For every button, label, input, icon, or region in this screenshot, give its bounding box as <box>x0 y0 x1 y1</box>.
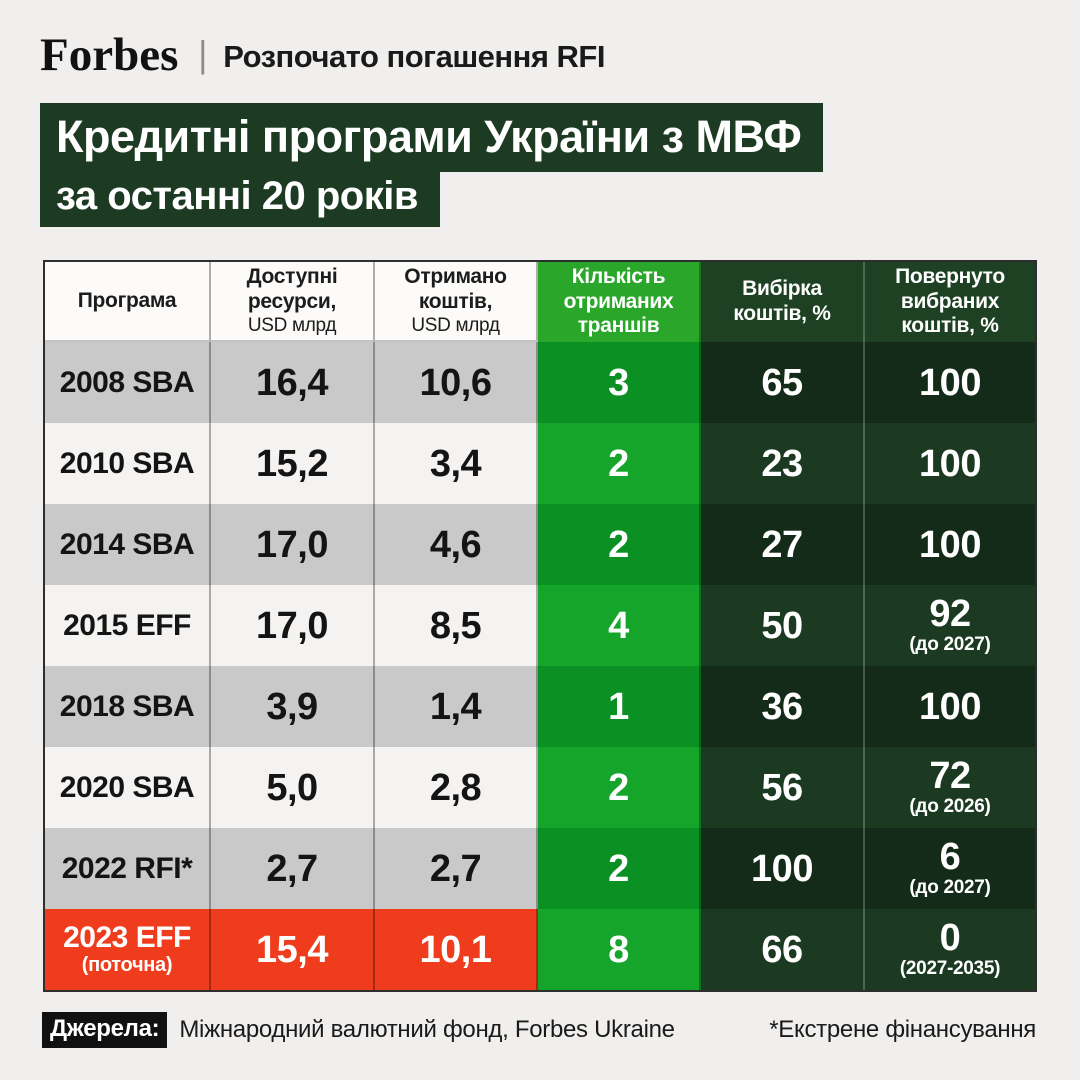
cell-program: 2018 SBA <box>45 666 211 747</box>
footnote: *Екстрене фінансування <box>769 1016 1036 1043</box>
cell-received: 10,6 <box>375 342 538 423</box>
sources-text: Міжнародний валютний фонд, Forbes Ukrain… <box>179 1016 675 1043</box>
masthead-divider: | <box>198 33 208 76</box>
cell-program: 2022 RFI* <box>45 828 211 909</box>
cell-repaid: 72 (до 2026) <box>865 747 1035 828</box>
table-header-row: Програма Доступні ресурси, USD млрд Отри… <box>45 262 1035 342</box>
imf-programs-table: Програма Доступні ресурси, USD млрд Отри… <box>43 260 1037 992</box>
cell-available: 15,4 <box>211 909 375 990</box>
cell-received: 1,4 <box>375 666 538 747</box>
masthead: Forbes | Розпочато погашення RFI <box>40 28 605 82</box>
cell-disbursed: 66 <box>701 909 865 990</box>
cell-received: 2,8 <box>375 747 538 828</box>
cell-received: 4,6 <box>375 504 538 585</box>
table-row: 2010 SBA 15,2 3,4 2 23 100 <box>45 423 1035 504</box>
cell-disbursed: 50 <box>701 585 865 666</box>
sources: Джерела: Міжнародний валютний фонд, Forb… <box>42 1012 675 1048</box>
column-header-repaid: Повернуто вибраних коштів, % <box>865 262 1035 342</box>
table-row: 2014 SBA 17,0 4,6 2 27 100 <box>45 504 1035 585</box>
cell-tranches: 8 <box>538 909 701 990</box>
column-header-tranches: Кількість отриманих траншів <box>538 262 701 342</box>
cell-received: 8,5 <box>375 585 538 666</box>
cell-available: 16,4 <box>211 342 375 423</box>
cell-tranches: 2 <box>538 423 701 504</box>
cell-available: 17,0 <box>211 585 375 666</box>
cell-disbursed: 23 <box>701 423 865 504</box>
column-header-received: Отримано коштів, USD млрд <box>375 262 538 342</box>
cell-program: 2020 SBA <box>45 747 211 828</box>
cell-disbursed: 36 <box>701 666 865 747</box>
cell-disbursed: 27 <box>701 504 865 585</box>
cell-received: 3,4 <box>375 423 538 504</box>
cell-received: 10,1 <box>375 909 538 990</box>
cell-tranches: 2 <box>538 504 701 585</box>
table-row: 2015 EFF 17,0 8,5 4 50 92 (до 2027) <box>45 585 1035 666</box>
forbes-logo: Forbes <box>40 29 179 81</box>
cell-tranches: 1 <box>538 666 701 747</box>
masthead-tagline: Розпочато погашення RFI <box>223 39 605 74</box>
cell-program: 2010 SBA <box>45 423 211 504</box>
cell-disbursed: 100 <box>701 828 865 909</box>
cell-program: 2015 EFF <box>45 585 211 666</box>
table-row-current: 2023 EFF (поточна) 15,4 10,1 8 66 0 (202… <box>45 909 1035 990</box>
cell-disbursed: 65 <box>701 342 865 423</box>
cell-repaid: 100 <box>865 666 1035 747</box>
cell-repaid: 0 (2027-2035) <box>865 909 1035 990</box>
page-title-line2: за останні 20 років <box>40 172 440 227</box>
cell-program: 2014 SBA <box>45 504 211 585</box>
column-header-program: Програма <box>45 262 211 342</box>
cell-disbursed: 56 <box>701 747 865 828</box>
cell-program: 2008 SBA <box>45 342 211 423</box>
cell-repaid: 100 <box>865 504 1035 585</box>
table-row: 2008 SBA 16,4 10,6 3 65 100 <box>45 342 1035 423</box>
cell-repaid: 92 (до 2027) <box>865 585 1035 666</box>
cell-tranches: 2 <box>538 747 701 828</box>
cell-repaid: 6 (до 2027) <box>865 828 1035 909</box>
sources-badge: Джерела: <box>42 1012 168 1048</box>
page-title-line1: Кредитні програми України з МВФ <box>40 103 824 172</box>
cell-received: 2,7 <box>375 828 538 909</box>
column-header-available: Доступні ресурси, USD млрд <box>211 262 375 342</box>
cell-available: 3,9 <box>211 666 375 747</box>
cell-repaid: 100 <box>865 423 1035 504</box>
cell-available: 17,0 <box>211 504 375 585</box>
cell-repaid: 100 <box>865 342 1035 423</box>
table-row: 2018 SBA 3,9 1,4 1 36 100 <box>45 666 1035 747</box>
table-row: 2022 RFI* 2,7 2,7 2 100 6 (до 2027) <box>45 828 1035 909</box>
cell-program: 2023 EFF (поточна) <box>45 909 211 990</box>
column-header-disbursed: Вибірка коштів, % <box>701 262 865 342</box>
cell-tranches: 2 <box>538 828 701 909</box>
cell-tranches: 4 <box>538 585 701 666</box>
title-block: Кредитні програми України з МВФ за остан… <box>40 103 824 227</box>
table-row: 2020 SBA 5,0 2,8 2 56 72 (до 2026) <box>45 747 1035 828</box>
cell-available: 15,2 <box>211 423 375 504</box>
cell-available: 2,7 <box>211 828 375 909</box>
cell-tranches: 3 <box>538 342 701 423</box>
cell-available: 5,0 <box>211 747 375 828</box>
footer: Джерела: Міжнародний валютний фонд, Forb… <box>42 1012 1036 1048</box>
